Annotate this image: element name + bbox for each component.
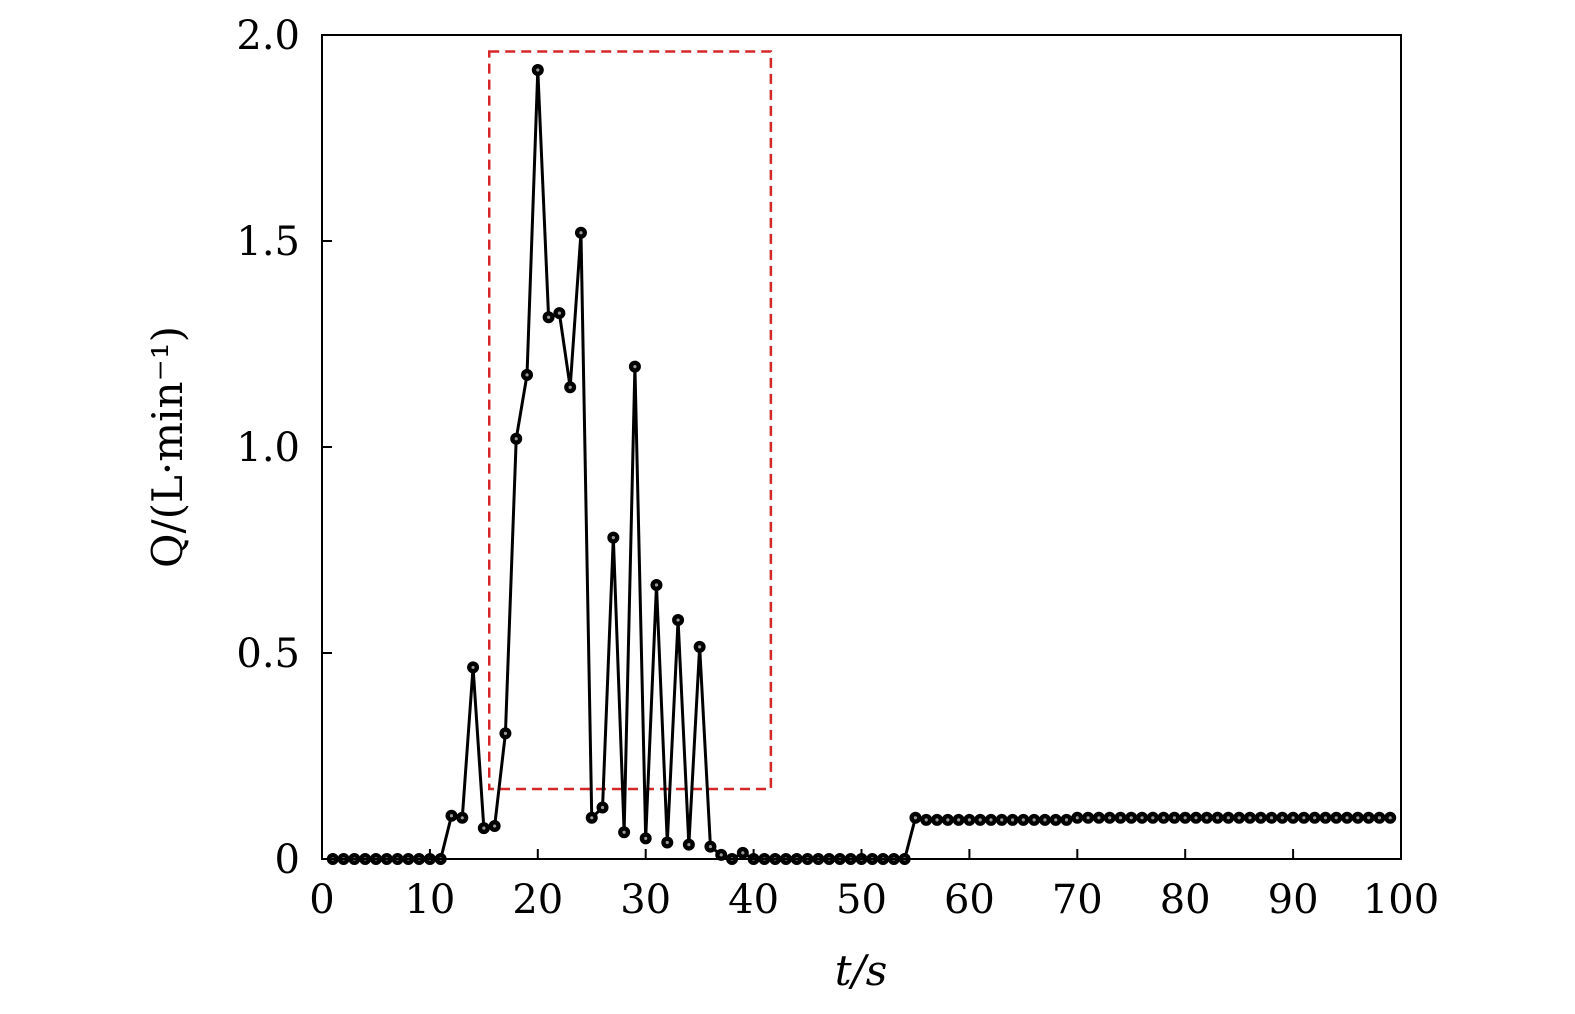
data-point-highlight xyxy=(1334,816,1338,820)
data-point-highlight xyxy=(611,536,615,540)
data-point-highlight xyxy=(1291,816,1295,820)
data-point-highlight xyxy=(1129,816,1133,820)
data-point-highlight xyxy=(633,365,637,369)
data-point-highlight xyxy=(1313,816,1317,820)
data-point-highlight xyxy=(536,68,540,72)
data-point-highlight xyxy=(1194,816,1198,820)
data-point-highlight xyxy=(1388,816,1392,820)
data-point-highlight xyxy=(1323,816,1328,820)
data-point-highlight xyxy=(1021,818,1025,822)
y-tick-label: 1.0 xyxy=(236,425,300,471)
data-point-highlight xyxy=(1172,816,1177,820)
data-point-highlight xyxy=(946,818,950,822)
data-point-highlight xyxy=(676,618,680,622)
plot-frame xyxy=(321,34,1402,860)
data-point-highlight xyxy=(1215,816,1220,820)
data-point-highlight xyxy=(546,315,551,319)
data-point-highlight xyxy=(449,814,454,818)
data-point-highlight xyxy=(1151,816,1155,820)
data-point-highlight xyxy=(1345,816,1349,820)
data-point-highlight xyxy=(622,830,626,834)
data-point-highlight xyxy=(967,818,972,822)
data-point-highlight xyxy=(460,816,464,820)
x-tick-label: 30 xyxy=(620,877,671,923)
data-point-highlight xyxy=(719,853,723,857)
data-point-highlight xyxy=(568,385,572,389)
data-point-highlight xyxy=(1237,816,1241,820)
data-point-highlight xyxy=(514,437,518,441)
data-point-highlight xyxy=(1269,816,1274,820)
data-point-highlight xyxy=(654,583,659,587)
data-point-highlight xyxy=(913,816,918,820)
y-tick-label: 0.5 xyxy=(236,631,300,677)
data-point-highlight xyxy=(1183,816,1187,820)
data-point-highlight xyxy=(644,836,648,841)
x-tick-label: 50 xyxy=(836,877,887,923)
data-point-highlight xyxy=(1043,818,1047,822)
data-point-highlight xyxy=(493,824,497,828)
x-tick-label: 0 xyxy=(309,877,334,923)
data-point-highlight xyxy=(1108,816,1112,820)
data-point-highlight xyxy=(600,805,605,810)
data-point-highlight xyxy=(1280,816,1284,820)
x-tick-label: 40 xyxy=(728,877,779,923)
data-point-highlight xyxy=(1032,818,1036,822)
highlight-box xyxy=(487,50,773,791)
data-point-highlight xyxy=(557,311,561,315)
data-point-highlight xyxy=(579,231,583,235)
y-tick-label: 0 xyxy=(275,837,300,883)
series-layer xyxy=(326,64,1397,865)
x-tick-label: 60 xyxy=(944,877,995,923)
x-tick-label: 20 xyxy=(512,877,563,923)
data-point-highlight xyxy=(525,373,529,377)
data-point-highlight xyxy=(687,842,691,847)
data-point-highlight xyxy=(665,840,669,845)
data-point-highlight xyxy=(741,851,745,855)
data-point-highlight xyxy=(1356,816,1360,820)
data-point-highlight xyxy=(1377,816,1382,820)
data-point-highlight xyxy=(1226,816,1230,820)
data-point-highlight xyxy=(1010,818,1015,822)
x-tick-label: 10 xyxy=(404,877,455,923)
data-point-highlight xyxy=(957,818,961,822)
data-point-highlight xyxy=(1118,816,1123,820)
x-axis-label: t/s xyxy=(835,946,888,995)
data-point-highlight xyxy=(1162,816,1166,820)
data-point-highlight xyxy=(935,818,939,822)
data-point-highlight xyxy=(1302,816,1306,820)
data-point-highlight xyxy=(924,818,928,822)
data-point-highlight xyxy=(1075,816,1079,820)
x-tick-label: 90 xyxy=(1268,877,1319,923)
x-tick-label: 70 xyxy=(1052,877,1103,923)
x-tick-label: 80 xyxy=(1160,877,1211,923)
y-tick-label: 2.0 xyxy=(236,13,300,59)
data-point-highlight xyxy=(1000,818,1004,822)
series-line xyxy=(332,68,1391,861)
data-point-highlight xyxy=(1248,816,1252,820)
data-point-highlight xyxy=(989,818,993,822)
data-point-highlight xyxy=(1140,816,1144,820)
y-tick-label: 1.5 xyxy=(236,219,300,265)
data-point-highlight xyxy=(1086,816,1090,820)
data-point-highlight xyxy=(1205,816,1209,820)
data-point-highlight xyxy=(698,645,702,649)
data-point-highlight xyxy=(1259,816,1263,820)
data-point-highlight xyxy=(708,845,713,849)
data-point-highlight xyxy=(471,665,475,670)
data-point-highlight xyxy=(590,816,594,820)
annotations-layer xyxy=(487,50,773,791)
data-point-highlight xyxy=(1367,816,1371,820)
data-point-highlight xyxy=(1097,816,1101,820)
data-point-highlight xyxy=(978,818,982,822)
y-axis-label: Q/(L·min⁻¹) xyxy=(143,326,192,568)
data-point-highlight xyxy=(482,826,486,830)
data-point-highlight xyxy=(1064,818,1069,822)
data-point-highlight xyxy=(503,731,508,735)
data-point-highlight xyxy=(1054,818,1058,822)
x-tick-label: 100 xyxy=(1363,877,1439,923)
ticks-layer: 0 10 20 30 40 50 60 70 80 90 100 0 0.5 1.0 1.5 2.0 xyxy=(236,13,1439,923)
